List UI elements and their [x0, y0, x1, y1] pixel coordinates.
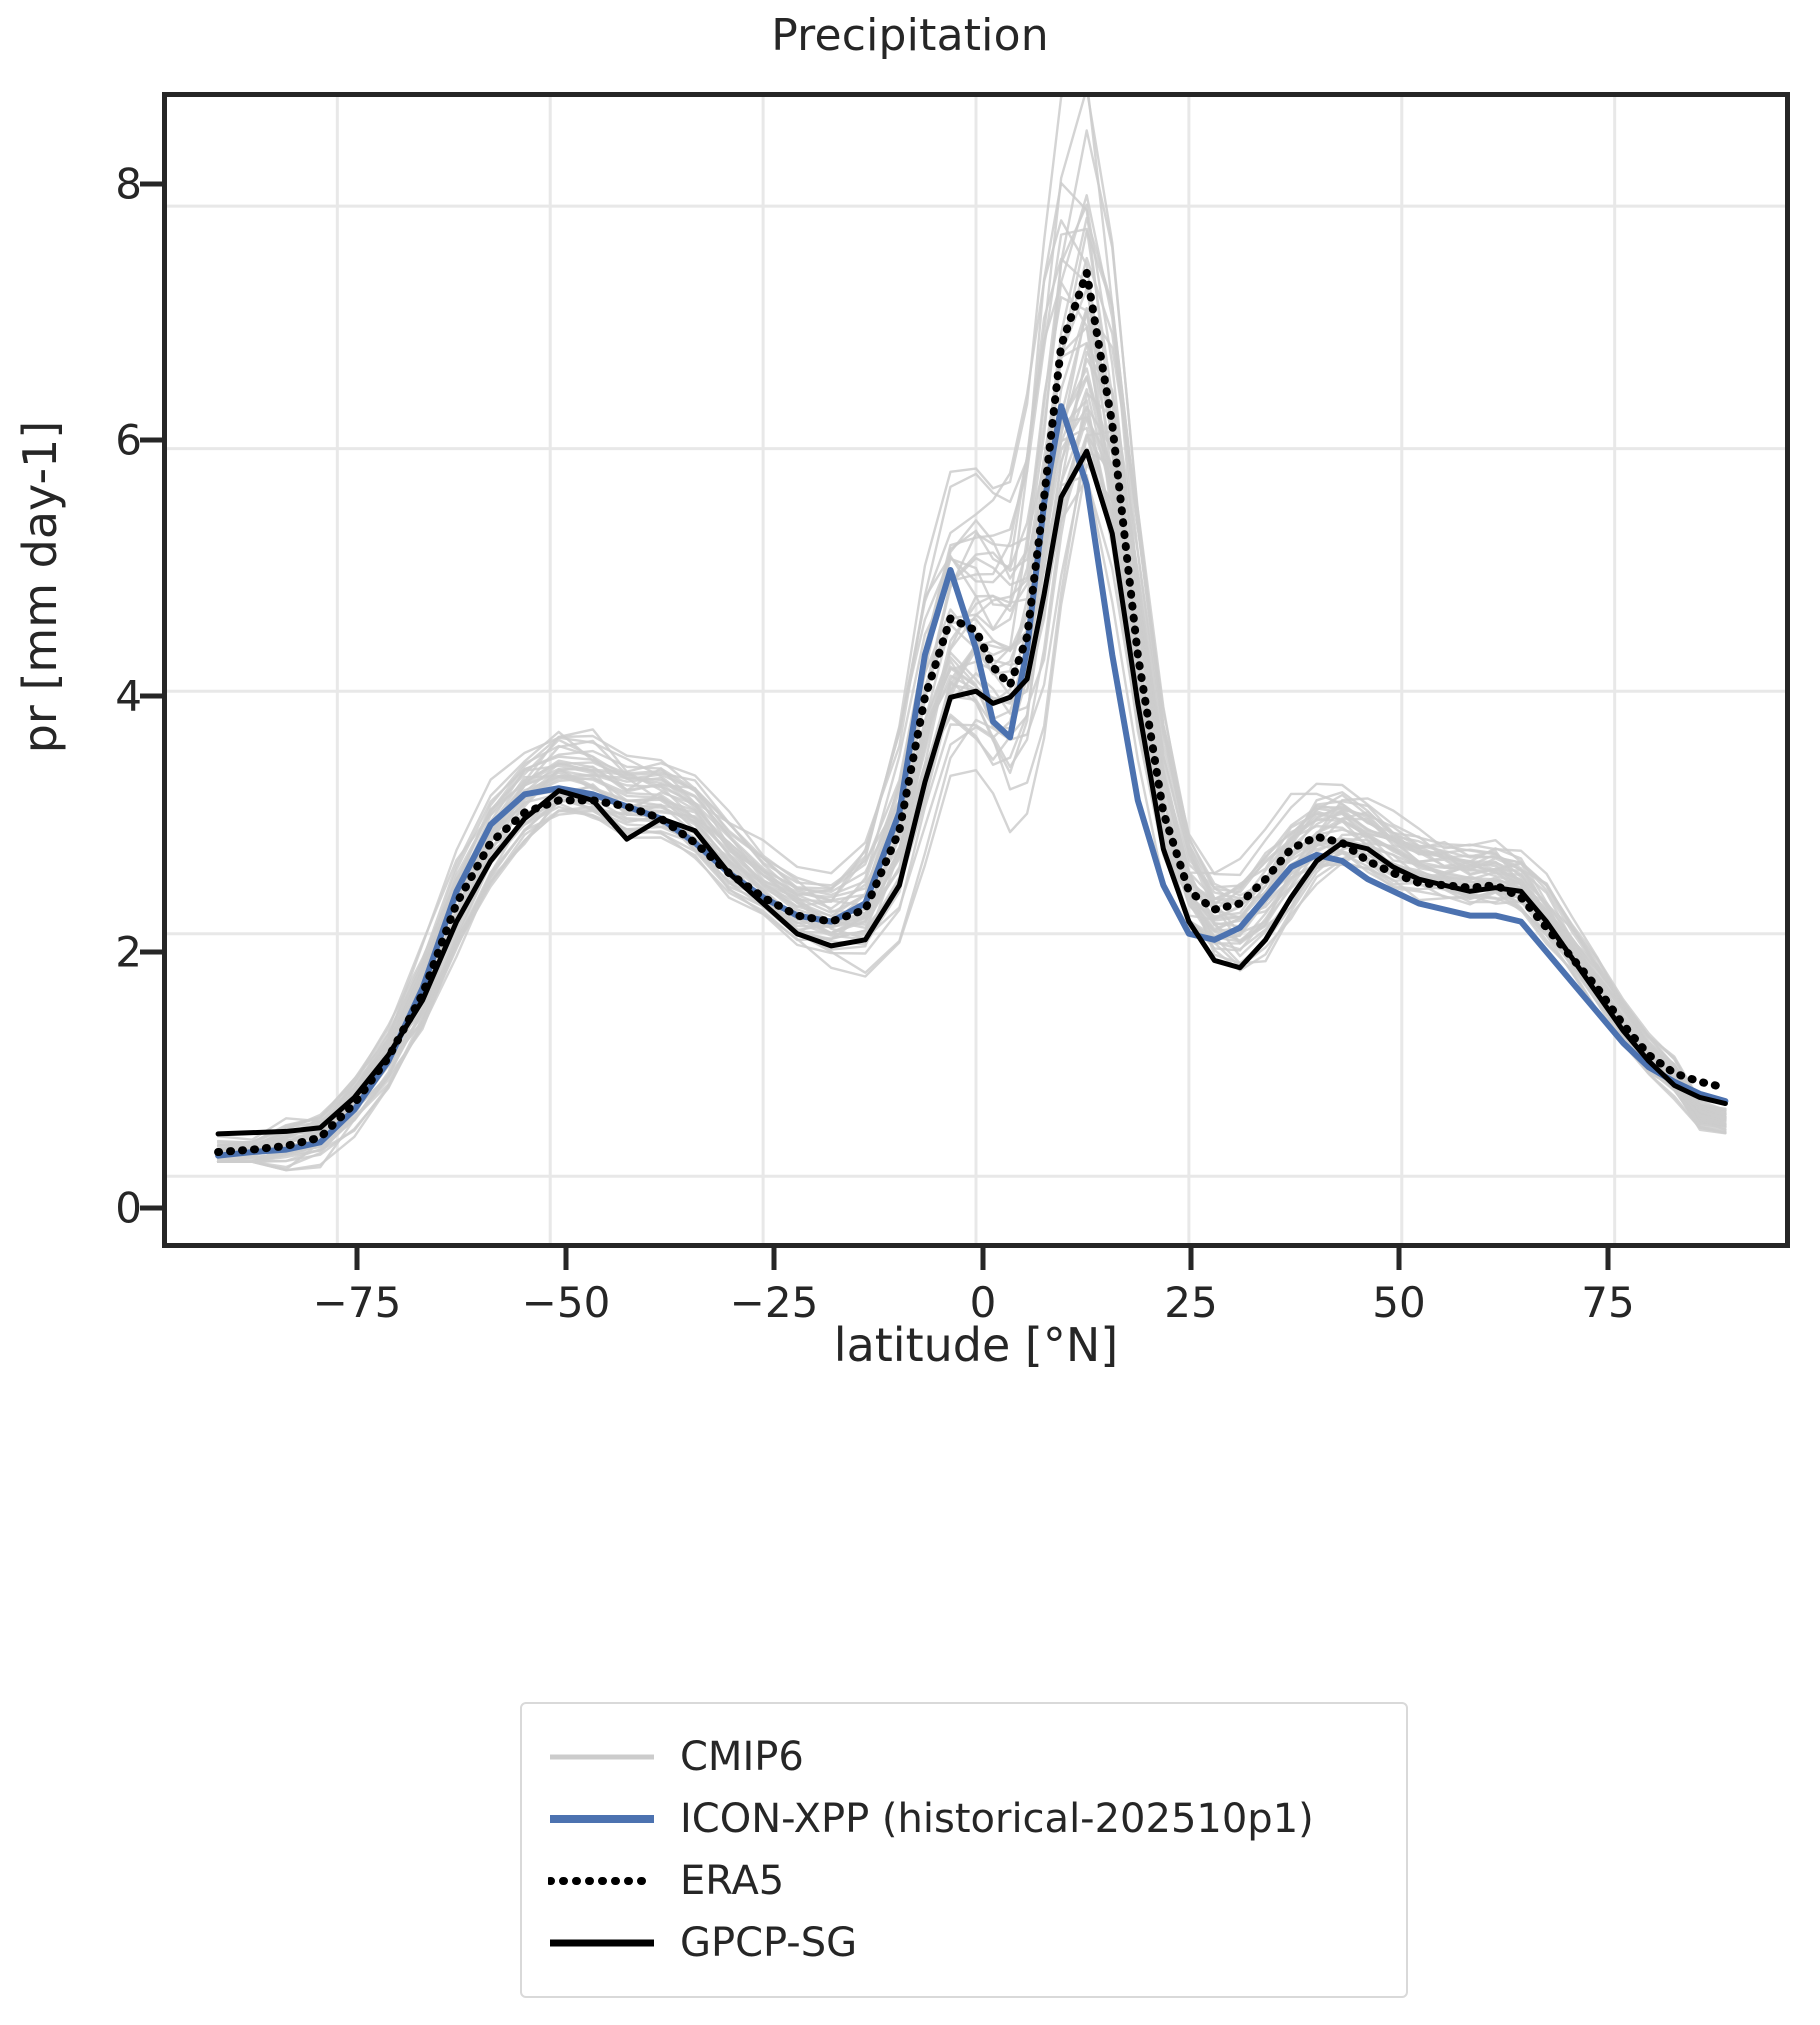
y-axis-label: pr [mm day-1]	[13, 420, 67, 754]
x-tick-mark-0	[980, 1248, 986, 1270]
legend: CMIP6 ICON-XPP (historical-202510p1) ERA…	[520, 1702, 1408, 1998]
x-axis-label: latitude [°N]	[833, 1318, 1119, 1372]
x-tick-label-25: 25	[1164, 1278, 1218, 1327]
x-tick-mark-50	[1396, 1248, 1402, 1270]
x-tick-mark-25	[1188, 1248, 1194, 1270]
chart-title: Precipitation	[771, 10, 1049, 61]
legend-label-gpcp-sg: GPCP-SG	[680, 1920, 858, 1966]
y-tick-mark-8	[140, 181, 162, 187]
gpcp-sg-line-key	[548, 1926, 656, 1960]
series-gpcp-sg	[215, 448, 1728, 1137]
cmip6-line-key	[548, 1740, 656, 1774]
x-tick-label-75: 75	[1581, 1278, 1635, 1327]
y-tick-label-8: 8	[115, 159, 142, 209]
x-tick-label-m50: −50	[521, 1278, 611, 1327]
y-tick-label-2: 2	[115, 927, 142, 977]
icon-xpp-line-key	[548, 1802, 656, 1836]
legend-item-gpcp-sg: GPCP-SG	[548, 1912, 1380, 1974]
y-tick-label-6: 6	[115, 415, 142, 465]
x-tick-mark-m75	[354, 1248, 360, 1270]
era5-line-key	[548, 1864, 656, 1898]
y-tick-label-4: 4	[115, 671, 142, 721]
legend-item-era5: ERA5	[548, 1850, 1380, 1912]
legend-label-cmip6: CMIP6	[680, 1734, 804, 1780]
plot-axes	[162, 92, 1790, 1248]
legend-item-cmip6: CMIP6	[548, 1726, 1380, 1788]
gridlines	[167, 97, 1785, 1243]
x-tick-mark-m25	[771, 1248, 777, 1270]
y-tick-mark-4	[140, 693, 162, 699]
plot-canvas	[167, 97, 1785, 1243]
legend-label-era5: ERA5	[680, 1858, 785, 1904]
x-tick-label-0: 0	[969, 1278, 997, 1327]
x-tick-mark-75	[1605, 1248, 1611, 1270]
y-tick-label-0: 0	[115, 1183, 142, 1233]
y-tick-mark-6	[140, 437, 162, 443]
x-tick-label-50: 50	[1372, 1278, 1426, 1327]
x-tick-label-m75: −75	[312, 1278, 402, 1327]
legend-item-icon-xpp: ICON-XPP (historical-202510p1)	[548, 1788, 1380, 1850]
series-era5	[214, 268, 1730, 1157]
x-tick-label-m25: −25	[729, 1278, 819, 1327]
y-tick-mark-2	[140, 949, 162, 955]
x-tick-mark-m50	[563, 1248, 569, 1270]
y-tick-mark-0	[140, 1205, 162, 1211]
legend-label-icon-xpp: ICON-XPP (historical-202510p1)	[680, 1796, 1314, 1842]
